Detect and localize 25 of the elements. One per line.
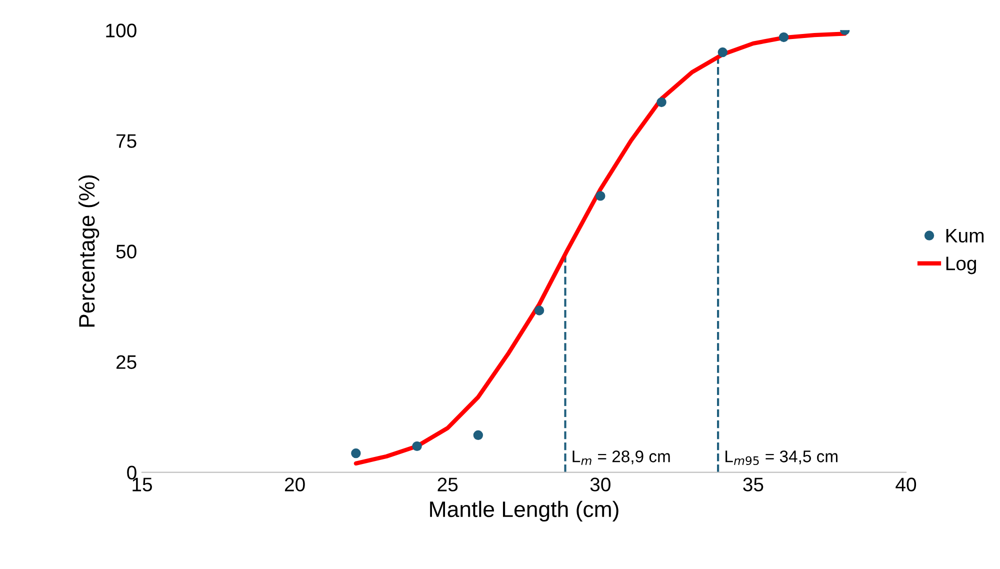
- y-tick-label: 0: [127, 466, 136, 480]
- point: [778, 32, 789, 42]
- y-tick-label: 50: [116, 244, 136, 258]
- y-tick-label: 25: [116, 355, 136, 369]
- point: [412, 441, 422, 452]
- y-axis-title: Percentage (%): [78, 175, 100, 327]
- legend-label: Log: [946, 256, 976, 274]
- x-tick-label: 30: [590, 478, 610, 492]
- annotation: L$_{m95}$ = 34,5 cm: [726, 450, 838, 466]
- x-tick-label: 35: [743, 478, 764, 492]
- y-tick-label: 75: [116, 134, 136, 148]
- point: [596, 191, 606, 201]
- legend-label: Kum: [946, 228, 984, 243]
- x-tick-label: 20: [284, 478, 305, 492]
- point: [656, 97, 666, 108]
- x-axis-title: Mantle Length (cm): [430, 500, 618, 522]
- x-tick-label: 25: [438, 478, 458, 492]
- point: [473, 430, 484, 440]
- x-tick-label: 40: [896, 478, 916, 492]
- point: [718, 47, 728, 58]
- x-tick-label: 15: [132, 478, 152, 492]
- annotation: L$_{m}$ = 28,9 cm: [572, 450, 670, 465]
- y-tick-label: 100: [106, 24, 136, 38]
- point: [534, 306, 544, 316]
- point: [351, 448, 361, 458]
